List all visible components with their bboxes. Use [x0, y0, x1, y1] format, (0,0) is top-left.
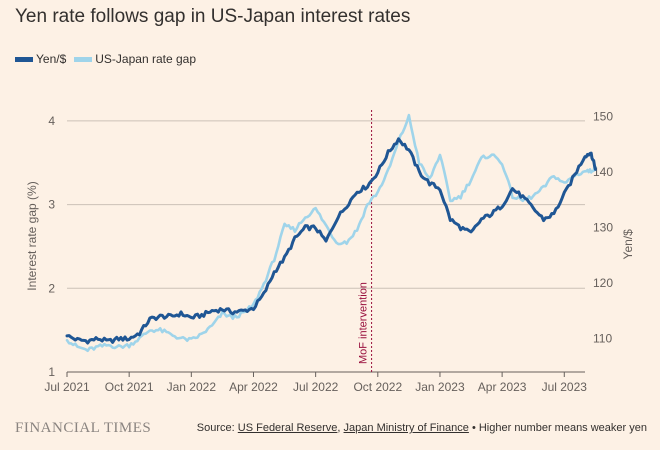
x-tick-label: Apr 2023	[478, 380, 527, 394]
x-tick-label: Apr 2022	[229, 380, 278, 394]
y-left-tick-label: 1	[48, 365, 55, 379]
y-left-axis-title: Interest rate gap (%)	[25, 181, 39, 290]
intervention-label: MoF intervention	[358, 282, 370, 364]
y-left-tick-label: 3	[48, 198, 55, 212]
source-prefix: Source:	[197, 422, 238, 434]
ft-logo: FINANCIAL TIMES	[15, 420, 151, 437]
x-tick-label: Jul 2023	[542, 380, 588, 394]
y-right-axis-title: Yen/$	[621, 229, 635, 260]
source-suffix: • Higher number means weaker yen	[469, 422, 647, 434]
source-note: Source: US Federal Reserve, Japan Minist…	[197, 422, 647, 434]
y-right-tick-label: 120	[593, 276, 613, 290]
x-tick-label: Jul 2022	[293, 380, 339, 394]
y-right-tick-label: 110	[593, 332, 612, 346]
y-left-tick-label: 4	[48, 114, 55, 128]
source-link-mof[interactable]: Japan Ministry of Finance	[344, 422, 469, 434]
y-right-tick-label: 150	[593, 110, 613, 124]
series-line-yen	[67, 139, 595, 343]
x-tick-label: Jul 2021	[44, 380, 90, 394]
y-left-tick-label: 2	[48, 281, 55, 295]
x-tick-label: Oct 2022	[353, 380, 402, 394]
y-right-tick-label: 130	[593, 221, 613, 235]
x-tick-label: Jan 2023	[415, 380, 465, 394]
x-tick-label: Jan 2022	[167, 380, 217, 394]
footer: FINANCIAL TIMES Source: US Federal Reser…	[0, 418, 660, 442]
x-tick-label: Oct 2021	[105, 380, 154, 394]
source-link-fed[interactable]: US Federal Reserve	[238, 422, 338, 434]
